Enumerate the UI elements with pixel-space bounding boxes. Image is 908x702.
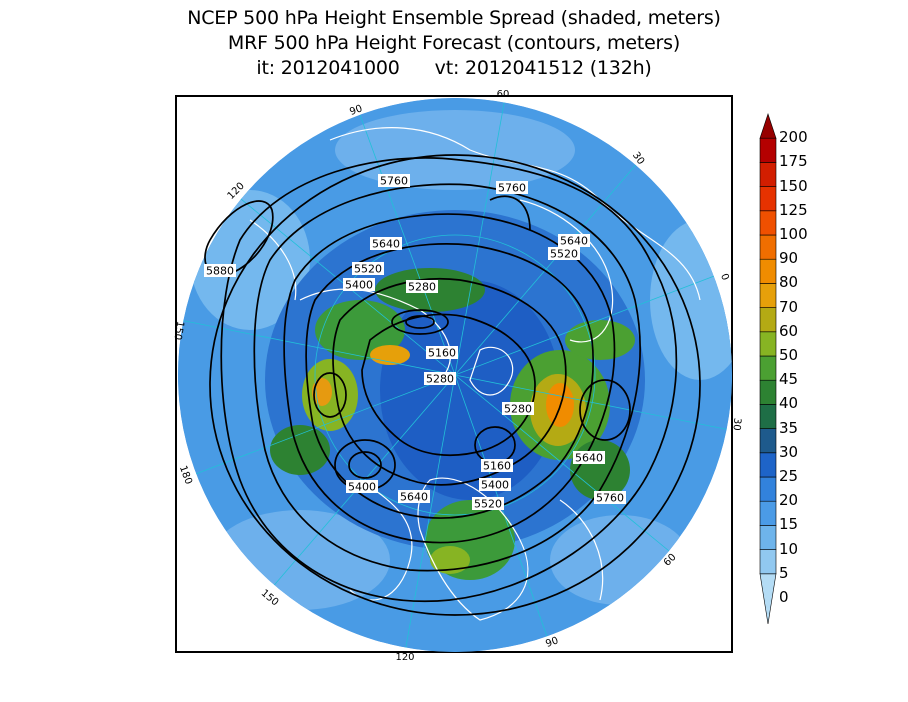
contour-label: 5640	[370, 237, 402, 251]
contour-label: 5640	[558, 234, 590, 248]
title-line-3: it: 2012041000 vt: 2012041512 (132h)	[256, 57, 652, 79]
svg-text:5160: 5160	[428, 347, 456, 360]
svg-text:5520: 5520	[354, 263, 382, 276]
contour-label: 5880	[204, 264, 236, 278]
colorbar-swatch	[759, 258, 777, 284]
svg-text:5760: 5760	[498, 182, 526, 195]
colorbar-swatch	[759, 525, 777, 550]
colorbar-swatch	[759, 476, 777, 502]
colorbar-swatch	[759, 307, 777, 333]
colorbar-tick-label: 40	[779, 394, 799, 413]
colorbar-tick-label: 35	[779, 418, 799, 437]
title-line-1: NCEP 500 hPa Height Ensemble Spread (sha…	[187, 7, 721, 29]
colorbar-tick-label: 15	[779, 515, 799, 534]
svg-text:5640: 5640	[372, 238, 400, 251]
height-contours	[204, 154, 701, 616]
colorbar-tick-label: 30	[779, 442, 799, 461]
longitude-label: 120	[395, 652, 414, 663]
svg-text:5160: 5160	[483, 460, 511, 473]
colorbar-tick-label: 45	[779, 370, 799, 389]
contour-label: 5400	[346, 480, 378, 494]
colorbar-tick-label: 5	[779, 563, 789, 582]
title-line-2: MRF 500 hPa Height Forecast (contours, m…	[227, 32, 681, 54]
longitude-label-group: 60 30 0 30 60 90 120 150 180 150 120 90	[171, 89, 742, 663]
map-frame	[175, 95, 733, 653]
colorbar-swatch	[759, 234, 777, 260]
svg-text:5640: 5640	[400, 491, 428, 504]
svg-text:5400: 5400	[481, 479, 509, 492]
svg-text:5520: 5520	[474, 498, 502, 511]
contour-label: 5400	[479, 478, 511, 492]
colorbar-tick-label: 10	[779, 539, 799, 558]
spread-green-patch	[270, 425, 330, 475]
contour-label-group: 5760 5760 5640 5640 5520 5520 5400 5280 …	[204, 174, 626, 511]
contour-label: 5760	[378, 174, 410, 188]
contour-label: 5760	[594, 491, 626, 505]
svg-text:5520: 5520	[550, 248, 578, 261]
svg-text:5880: 5880	[206, 265, 234, 278]
svg-text:5640: 5640	[560, 235, 588, 248]
contour-label: 5760	[496, 181, 528, 195]
svg-text:5400: 5400	[345, 279, 373, 292]
contour-label: 5160	[481, 459, 513, 473]
contour-label: 5640	[398, 490, 430, 504]
contour-label: 5640	[573, 451, 605, 465]
colorbar-swatch	[759, 428, 777, 454]
contour-label: 5280	[502, 402, 534, 416]
colorbar-tick-label: 0	[779, 588, 789, 606]
colorbar-swatch	[759, 210, 777, 236]
colorbar-tick-label: 175	[779, 152, 808, 171]
colorbar-swatch	[759, 404, 777, 429]
svg-text:5640: 5640	[575, 452, 603, 465]
colorbar-swatch	[759, 452, 777, 478]
contour-label: 5520	[472, 497, 504, 511]
contour-label: 5400	[343, 278, 375, 292]
colorbar-swatch	[759, 113, 777, 139]
colorbar-swatch	[759, 186, 777, 212]
colorbar-swatch	[759, 573, 777, 625]
contour-label: 5280	[424, 372, 456, 386]
spread-light-patch	[335, 110, 575, 190]
colorbar-swatch	[759, 162, 777, 187]
longitude-label: 60	[497, 89, 510, 100]
svg-text:5280: 5280	[504, 403, 532, 416]
colorbar-swatch	[759, 137, 777, 163]
colorbar-swatch	[759, 331, 777, 357]
colorbar-tick-label: 25	[779, 467, 799, 485]
contour-label: 5520	[352, 262, 384, 276]
svg-text:5760: 5760	[380, 175, 408, 188]
contour-label: 5520	[548, 247, 580, 261]
colorbar-tick-label: 70	[779, 297, 799, 316]
spread-green-patch	[565, 320, 635, 360]
svg-text:5400: 5400	[348, 481, 376, 494]
colorbar-swatch	[759, 500, 777, 526]
colorbar-tick-label: 20	[779, 491, 799, 510]
colorbar-swatch	[759, 283, 777, 308]
colorbar-tick-label: 80	[779, 273, 799, 292]
colorbar-tick-label: 90	[779, 249, 799, 268]
colorbar-tick-label: 60	[779, 321, 799, 340]
longitude-label: 90	[544, 635, 560, 650]
colorbar-tick-label: 125	[779, 200, 808, 219]
colorbar-swatch	[759, 549, 777, 575]
longitude-label: 150	[171, 320, 185, 341]
contour-label: 5280	[406, 280, 438, 294]
longitude-label: 30	[730, 417, 742, 431]
svg-text:5280: 5280	[408, 281, 436, 294]
svg-text:5280: 5280	[426, 373, 454, 386]
colorbar-swatch	[759, 379, 777, 405]
title-block: NCEP 500 hPa Height Ensemble Spread (sha…	[0, 6, 908, 81]
svg-text:5760: 5760	[596, 492, 624, 505]
colorbar-tick-label: 200	[779, 128, 808, 147]
colorbar-swatch	[759, 355, 777, 381]
contour-label: 5160	[426, 346, 458, 360]
colorbar-tick-label: 150	[779, 176, 808, 195]
longitude-label: 90	[348, 103, 364, 118]
longitude-label: 0	[718, 272, 731, 282]
spread-olive-patch	[430, 546, 470, 574]
colorbar-tick-label: 100	[779, 225, 808, 243]
colorbar-tick-label: 50	[779, 346, 799, 364]
